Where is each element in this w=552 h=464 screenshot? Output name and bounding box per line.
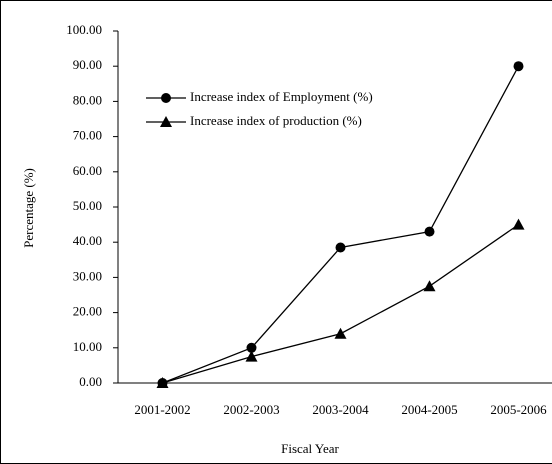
y-tick-label: 30.00 (73, 268, 102, 283)
y-tick-label: 50.00 (73, 198, 102, 213)
legend-marker (160, 116, 172, 127)
y-tick-label: 100.00 (66, 22, 102, 37)
y-tick-label: 40.00 (73, 233, 102, 248)
data-point (424, 226, 435, 237)
x-tick-label: 2004-2005 (401, 402, 457, 417)
data-point (513, 61, 524, 72)
y-tick-label: 20.00 (73, 304, 102, 319)
y-tick-label: 0.00 (79, 374, 102, 389)
y-tick-label: 80.00 (73, 92, 102, 107)
y-tick-label: 10.00 (73, 339, 102, 354)
data-point (512, 218, 525, 230)
legend-marker (161, 93, 171, 103)
data-point (156, 377, 169, 388)
data-point (245, 350, 258, 362)
y-tick-label: 70.00 (73, 128, 102, 143)
x-tick-label: 2003-2004 (312, 402, 369, 417)
x-axis-title: Fiscal Year (281, 441, 339, 456)
data-point (335, 242, 346, 253)
y-tick-label: 90.00 (73, 57, 102, 72)
legend-label: Increase index of Employment (%) (190, 89, 373, 104)
y-tick-label: 60.00 (73, 163, 102, 178)
y-axis-title: Percentage (%) (21, 168, 36, 248)
data-point (246, 342, 257, 353)
x-tick-label: 2001-2002 (134, 402, 190, 417)
legend-label: Increase index of production (%) (190, 113, 362, 128)
data-point (423, 280, 436, 292)
data-point (334, 327, 347, 339)
x-tick-label: 2002-2003 (223, 402, 279, 417)
x-tick-label: 2005-2006 (490, 402, 547, 417)
